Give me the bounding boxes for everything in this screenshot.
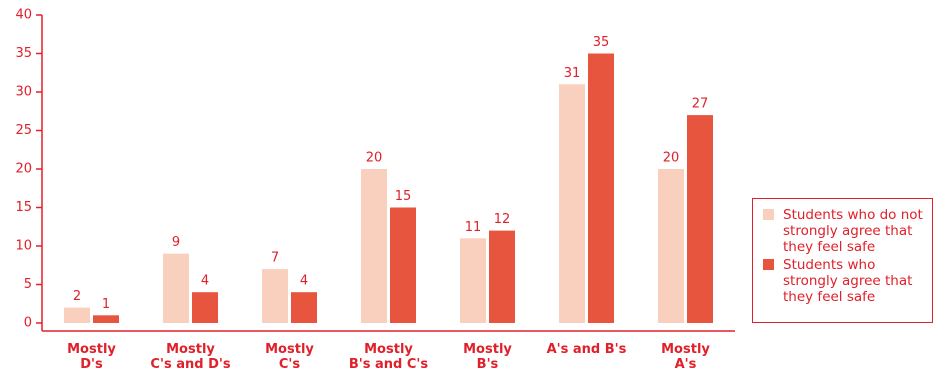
- value-label: 1: [102, 297, 110, 312]
- x-tick-label-line: B's and C's: [349, 357, 429, 372]
- x-tick-label-line: A's and B's: [547, 342, 627, 357]
- x-tick-label-line: Mostly: [661, 342, 710, 357]
- x-tick-label-line: B's: [477, 357, 499, 372]
- x-tick-label-line: A's: [675, 357, 697, 372]
- bar: [460, 238, 486, 323]
- y-tick-label: 20: [15, 162, 32, 177]
- bar: [390, 207, 416, 323]
- value-label: 9: [172, 235, 180, 250]
- x-tick-label-line: Mostly: [67, 342, 116, 357]
- value-label: 35: [593, 35, 610, 50]
- value-label: 20: [663, 151, 680, 166]
- bar: [291, 292, 317, 323]
- y-tick-label: 25: [15, 123, 32, 138]
- x-tick-label-line: Mostly: [463, 342, 512, 357]
- y-tick-label: 40: [15, 8, 32, 23]
- x-tick-label: Mostly C's and D's: [150, 342, 230, 372]
- x-tick-label-line: Mostly: [166, 342, 215, 357]
- legend-item: Students who strongly agree that they fe…: [763, 257, 926, 305]
- y-tick-label: 0: [24, 316, 32, 331]
- x-tick-label: Mostly C's: [265, 342, 314, 372]
- legend: Students who do not strongly agree that …: [752, 198, 933, 323]
- bar: [192, 292, 218, 323]
- legend-swatch: [763, 259, 774, 270]
- x-tick-label-line: Mostly: [364, 342, 413, 357]
- x-tick-label: Mostly B's: [463, 342, 512, 372]
- x-tick-label-line: Mostly: [265, 342, 314, 357]
- bar: [64, 307, 90, 323]
- x-tick-label-line: C's: [279, 357, 301, 372]
- bar: [361, 169, 387, 323]
- y-tick-label: 5: [24, 277, 32, 292]
- value-label: 4: [300, 274, 308, 289]
- y-tick-label: 15: [15, 200, 32, 215]
- value-label: 31: [564, 66, 581, 81]
- y-tick-label: 10: [15, 239, 32, 254]
- y-tick-label: 30: [15, 85, 32, 100]
- value-label: 11: [465, 220, 482, 235]
- x-tick-label: A's and B's: [547, 342, 627, 357]
- legend-label: Students who strongly agree that they fe…: [783, 257, 913, 305]
- bar: [163, 253, 189, 323]
- x-tick-label-line: C's and D's: [150, 357, 230, 372]
- y-tick-label: 35: [15, 46, 32, 61]
- value-label: 20: [366, 151, 383, 166]
- bar: [262, 269, 288, 323]
- value-label: 27: [692, 97, 709, 112]
- x-tick-label: Mostly B's and C's: [349, 342, 429, 372]
- value-label: 4: [201, 274, 209, 289]
- value-label: 12: [494, 212, 511, 227]
- bar: [588, 53, 614, 323]
- value-label: 15: [395, 189, 412, 204]
- bar: [658, 169, 684, 323]
- legend-item: Students who do not strongly agree that …: [763, 207, 926, 255]
- bar: [489, 230, 515, 323]
- x-tick-label: Mostly D's: [67, 342, 116, 372]
- x-tick-label-line: D's: [80, 357, 103, 372]
- legend-swatch: [763, 209, 774, 220]
- legend-label: Students who do not strongly agree that …: [783, 207, 923, 255]
- bar: [687, 115, 713, 323]
- bar: [559, 84, 585, 323]
- value-label: 2: [73, 289, 81, 304]
- bar: [93, 315, 119, 323]
- x-tick-label: Mostly A's: [661, 342, 710, 372]
- value-label: 7: [271, 251, 279, 266]
